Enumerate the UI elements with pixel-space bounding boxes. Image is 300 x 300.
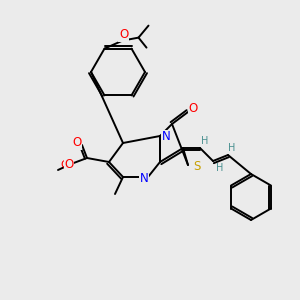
- Text: S: S: [193, 160, 201, 173]
- Text: O: O: [119, 28, 128, 41]
- Text: O: O: [60, 160, 69, 170]
- Text: N: N: [140, 172, 148, 185]
- Text: N: N: [140, 172, 148, 185]
- Text: N: N: [162, 130, 170, 143]
- Text: O: O: [72, 136, 82, 149]
- Text: O: O: [119, 30, 128, 40]
- Text: H: H: [228, 143, 236, 153]
- Text: O: O: [73, 138, 81, 148]
- Text: S: S: [193, 160, 201, 173]
- Text: N: N: [162, 130, 170, 143]
- Text: H: H: [201, 136, 209, 146]
- Text: O: O: [188, 103, 198, 116]
- Text: H: H: [216, 163, 224, 173]
- Text: O: O: [189, 104, 197, 114]
- Text: O: O: [64, 158, 74, 172]
